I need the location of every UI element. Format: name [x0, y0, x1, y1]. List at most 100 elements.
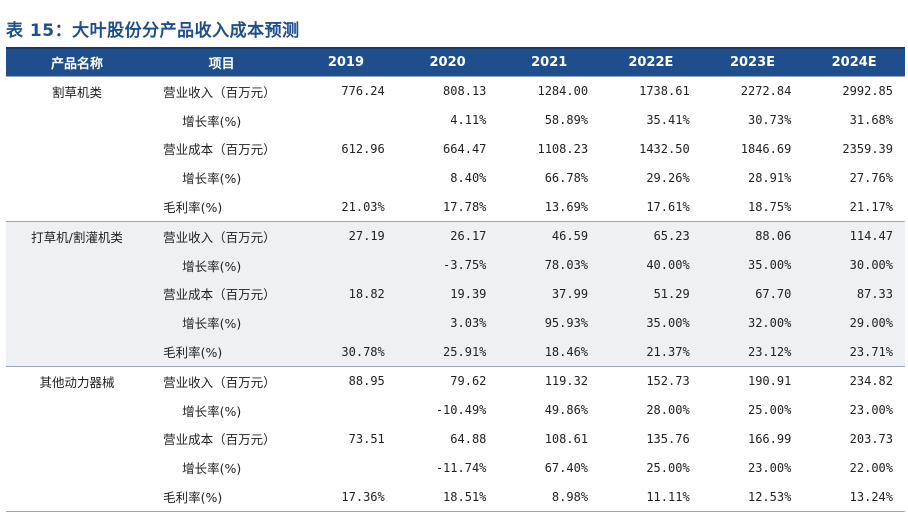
- table-row: 增长率(%) 3.03% 95.93% 35.00% 32.00% 29.00%: [6, 308, 905, 338]
- table-title: 表 15：大叶股份分产品收入成本预测: [6, 21, 300, 41]
- header-year-2021: 2021: [498, 47, 601, 77]
- item-label-cell: 毛利率(%): [148, 482, 296, 512]
- item-label-cell: 增长率(%): [148, 250, 296, 280]
- value-cell: 64.88: [450, 431, 487, 446]
- product-empty-cell: [6, 106, 148, 135]
- table-body: 割草机类 营业收入（百万元） 776.24 808.13 1284.00 1738.61 2…: [6, 75, 905, 512]
- item-label-cell: 增长率(%): [182, 403, 242, 419]
- value-cell: 17.36%: [295, 482, 397, 512]
- value-cell: 23.00%: [849, 403, 893, 418]
- value-cell: 27.76%: [849, 170, 893, 185]
- value-cell: 1846.69: [740, 141, 792, 156]
- value-cell: 95.93%: [498, 308, 601, 338]
- value-cell: 30.78%: [295, 337, 397, 367]
- table-row: 增长率(%) 4.11% 58.89% 35.41% 30.73% 31.68%: [6, 106, 905, 135]
- value-cell: [295, 106, 397, 135]
- value-cell: 119.32: [498, 365, 601, 396]
- value-cell: 17.78%: [396, 192, 499, 222]
- value-cell: 35.00%: [701, 250, 804, 280]
- item-label-cell: 营业收入（百万元）: [148, 365, 296, 396]
- value-cell: 2992.85: [803, 75, 905, 106]
- value-cell: 25.00%: [747, 403, 792, 418]
- value-cell: 28.91%: [747, 170, 792, 185]
- header-year-2023e: 2023E: [701, 47, 804, 77]
- item-label-cell: 营业收入（百万元）: [148, 220, 296, 251]
- value-cell: 78.03%: [498, 250, 601, 280]
- value-cell: [295, 250, 397, 280]
- product-name-cell: 其他动力器械: [6, 365, 149, 396]
- product-empty-cell: [6, 250, 149, 280]
- value-cell: -3.75%: [396, 250, 499, 280]
- table-row: 毛利率(%) 17.36% 18.51% 8.98% 11.11% 12.53% 13.24…: [6, 482, 905, 512]
- item-label-cell: 增长率(%): [182, 113, 242, 129]
- value-cell: 13.24%: [803, 482, 905, 512]
- value-cell: 29.00%: [803, 308, 905, 338]
- value-cell: 25.00%: [646, 460, 690, 475]
- value-cell: [295, 163, 397, 192]
- table-row: 营业成本（百万元） 73.51 64.88 108.61 135.76 166.99 203…: [6, 425, 905, 454]
- item-label-cell: 增长率(%): [182, 461, 242, 477]
- value-cell: 30.73%: [747, 113, 792, 128]
- table-row: 其他动力器械 营业收入（百万元） 88.95 79.62 119.32 152.73 190…: [6, 365, 905, 396]
- value-cell: 51.29: [600, 279, 702, 309]
- value-cell: 18.82: [295, 279, 397, 309]
- value-cell: -10.49%: [435, 403, 487, 418]
- value-cell: 32.00%: [701, 308, 804, 338]
- value-cell: 114.47: [803, 220, 905, 251]
- value-cell: 108.61: [544, 431, 589, 446]
- table-row: 营业成本（百万元） 612.96 664.47 1108.23 1432.50 1846.…: [6, 135, 905, 164]
- value-cell: 23.00%: [747, 460, 792, 475]
- product-empty-cell: [6, 279, 149, 309]
- value-cell: 166.99: [747, 431, 792, 446]
- value-cell: 18.51%: [396, 482, 499, 512]
- value-cell: 26.17: [396, 220, 499, 251]
- value-cell: 21.03%: [295, 192, 397, 222]
- value-cell: 65.23: [600, 220, 702, 251]
- product-name-cell: 割草机类: [6, 75, 149, 106]
- forecast-table: 产品名称 项目 2019 2020 2021 2022E 2023E 2024E…: [6, 47, 905, 512]
- table-row: 割草机类 营业收入（百万元） 776.24 808.13 1284.00 1738.61 2…: [6, 75, 905, 106]
- value-cell: 46.59: [498, 220, 601, 251]
- header-row: 产品名称 项目 2019 2020 2021 2022E 2023E 2024E: [6, 47, 905, 77]
- product-empty-cell: [6, 337, 149, 367]
- product-empty-cell: [6, 396, 148, 425]
- table-row: 毛利率(%) 30.78% 25.91% 18.46% 21.37% 23.12% 23.7…: [6, 337, 905, 367]
- value-cell: 23.71%: [803, 337, 905, 367]
- value-cell: 21.37%: [600, 337, 702, 367]
- value-cell: -11.74%: [435, 460, 487, 475]
- value-cell: 35.41%: [646, 113, 690, 128]
- value-cell: 40.00%: [600, 250, 702, 280]
- product-empty-cell: [6, 453, 148, 482]
- value-cell: [295, 308, 397, 338]
- value-cell: 12.53%: [701, 482, 804, 512]
- header-item: 项目: [148, 47, 296, 77]
- table-row: 增长率(%) -11.74% 67.40% 25.00% 23.00% 22.00%: [6, 453, 905, 482]
- value-cell: 664.47: [443, 141, 487, 156]
- table-row: 增长率(%) 8.40% 66.78% 29.26% 28.91% 27.76%: [6, 163, 905, 192]
- product-empty-cell: [6, 482, 149, 512]
- table-row: 毛利率(%) 21.03% 17.78% 13.69% 17.61% 18.75% 21.1…: [6, 192, 905, 222]
- product-empty-cell: [6, 135, 148, 164]
- item-label-cell: 营业成本（百万元）: [148, 279, 296, 309]
- value-cell: 31.68%: [849, 113, 893, 128]
- value-cell: 2359.39: [842, 141, 893, 156]
- header-product: 产品名称: [6, 47, 149, 77]
- value-cell: 58.89%: [544, 113, 589, 128]
- value-cell: 4.11%: [450, 113, 487, 128]
- table-row: 营业成本（百万元） 18.82 19.39 37.99 51.29 67.70 87.33: [6, 279, 905, 309]
- value-cell: 1738.61: [600, 75, 702, 106]
- value-cell: 2272.84: [701, 75, 804, 106]
- value-cell: 19.39: [396, 279, 499, 309]
- item-label-cell: 营业成本（百万元）: [163, 432, 276, 448]
- value-cell: 88.06: [701, 220, 804, 251]
- value-cell: [295, 453, 397, 482]
- value-cell: 1432.50: [639, 141, 690, 156]
- value-cell: 234.82: [803, 365, 905, 396]
- value-cell: 88.95: [295, 365, 397, 396]
- table-row: 增长率(%) -3.75% 78.03% 40.00% 35.00% 30.00%: [6, 250, 905, 280]
- product-empty-cell: [6, 425, 148, 454]
- value-cell: [295, 396, 397, 425]
- value-cell: 66.78%: [544, 170, 589, 185]
- value-cell: 612.96: [341, 141, 385, 156]
